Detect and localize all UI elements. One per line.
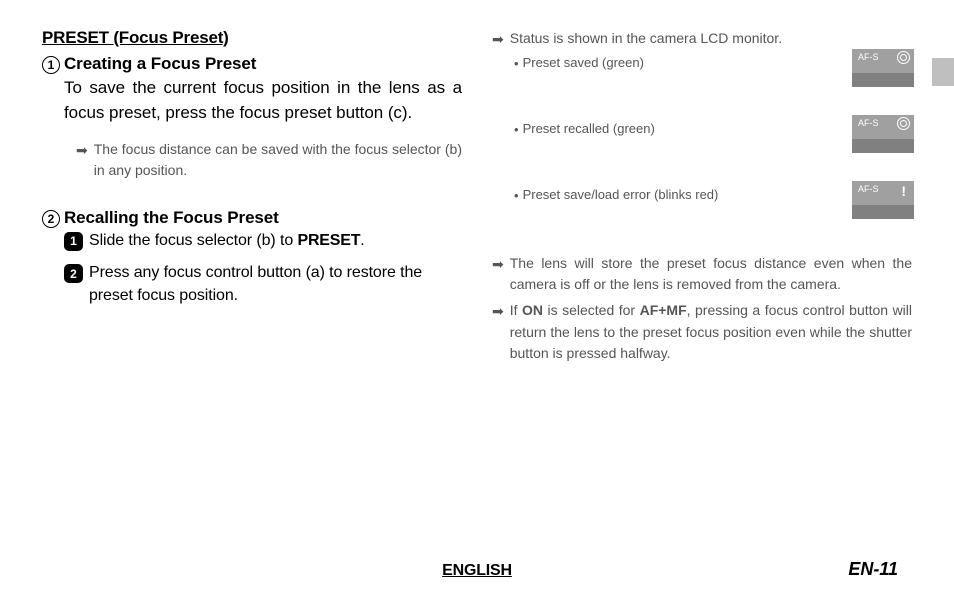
circle-number-2: 2 (42, 210, 60, 228)
subsection-1-note: ➡ The focus distance can be saved with t… (76, 139, 462, 180)
status-item-recalled: •Preset recalled (green) AF-S (514, 121, 912, 153)
bullet-icon: • (514, 122, 519, 137)
status-item-error: •Preset save/load error (blinks red) AF-… (514, 187, 912, 219)
subsection-2-header: 2 Recalling the Focus Preset (42, 208, 462, 228)
arrow-icon: ➡ (492, 29, 504, 51)
note-text: The focus distance can be saved with the… (94, 139, 462, 180)
right-note-2: ➡ If ON is selected for AF+MF, pressing … (492, 300, 912, 365)
subsection-1-header: 1 Creating a Focus Preset (42, 54, 462, 74)
status-item-saved: •Preset saved (green) AF-S (514, 55, 912, 87)
page-tab (932, 58, 954, 86)
right-column: ➡ Status is shown in the camera LCD moni… (492, 28, 912, 369)
status-label: Preset saved (green) (523, 55, 644, 70)
subsection-2-title: Recalling the Focus Preset (64, 208, 279, 228)
subsection-1-title: Creating a Focus Preset (64, 54, 256, 74)
bullet-icon: • (514, 188, 519, 203)
step-badge-2: 2 (64, 264, 83, 283)
target-icon (897, 117, 910, 130)
subsection-1-body: To save the current focus position in th… (64, 76, 462, 125)
step-2: 2 Press any focus control button (a) to … (42, 262, 462, 307)
page-footer: ENGLISH EN-11 (0, 562, 954, 580)
lcd-saved-icon: AF-S (852, 49, 914, 87)
footer-page-number: EN-11 (848, 559, 898, 580)
circle-number-1: 1 (42, 56, 60, 74)
arrow-icon: ➡ (492, 301, 504, 365)
arrow-icon: ➡ (492, 254, 504, 296)
right-note-1: ➡ The lens will store the preset focus d… (492, 253, 912, 296)
status-intro-note: ➡ Status is shown in the camera LCD moni… (492, 28, 912, 51)
step-badge-1: 1 (64, 232, 83, 251)
footer-language: ENGLISH (442, 562, 512, 579)
status-list: • Preset saved (green) AF-S • Preset recal… (514, 55, 912, 219)
status-intro-text: Status is shown in the camera LCD monito… (510, 28, 782, 51)
content-columns: PRESET (Focus Preset) 1 Creating a Focus… (42, 28, 912, 369)
step-1: 1 Slide the focus selector (b) to PRESET… (42, 230, 462, 252)
exclaim-icon: ! (901, 183, 906, 199)
status-label: Preset save/load error (blinks red) (523, 187, 719, 202)
left-column: PRESET (Focus Preset) 1 Creating a Focus… (42, 28, 462, 369)
lcd-recalled-icon: AF-S (852, 115, 914, 153)
bullet-icon: • (514, 56, 519, 71)
lcd-error-icon: AF-S ! (852, 181, 914, 219)
step-2-text: Press any focus control button (a) to re… (89, 262, 462, 307)
step-1-text: Slide the focus selector (b) to PRESET. (89, 230, 365, 252)
target-icon (897, 51, 910, 64)
status-label: Preset recalled (green) (523, 121, 655, 136)
note-text: The lens will store the preset focus dis… (510, 253, 912, 296)
arrow-icon: ➡ (76, 140, 88, 180)
note-text: If ON is selected for AF+MF, pressing a … (510, 300, 912, 365)
section-title: PRESET (Focus Preset) (42, 28, 462, 48)
